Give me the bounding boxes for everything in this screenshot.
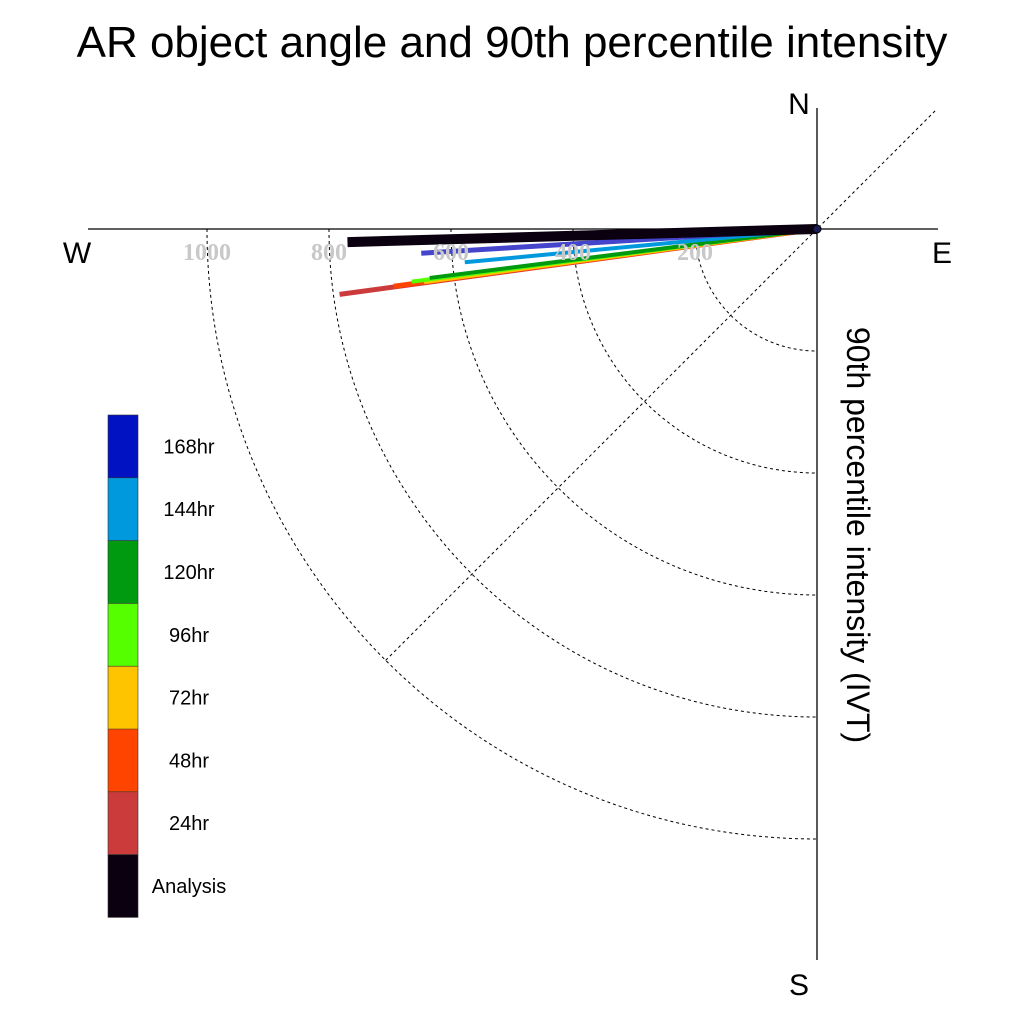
radial-tick-label: 200: [677, 240, 713, 266]
legend-label: 48hr: [169, 750, 209, 772]
compass-north-label: N: [788, 88, 810, 121]
legend-label: 120hr: [163, 562, 214, 584]
legend-label: 96hr: [169, 625, 209, 647]
legend-label: 144hr: [163, 499, 214, 521]
legend-swatch: [108, 729, 138, 792]
legend-label: 168hr: [163, 436, 214, 458]
legend-swatch: [108, 666, 138, 729]
legend-swatch: [108, 603, 138, 667]
polar-grid: [206, 108, 938, 840]
compass-south-label: S: [789, 969, 809, 1002]
series-lines: [339, 224, 822, 297]
legend-label: 24hr: [169, 813, 209, 835]
compass-west-label: W: [63, 237, 92, 270]
origin-marker: [812, 224, 822, 234]
series-line-analysis: [347, 224, 818, 248]
grid-arc: [450, 228, 818, 596]
legend-label: Analysis: [152, 876, 226, 898]
grid-arc: [206, 228, 818, 840]
legend-swatch: [108, 854, 138, 918]
legend-swatch: [108, 791, 138, 855]
legend-swatch: [108, 415, 138, 478]
compass-east-label: E: [932, 237, 952, 270]
radial-tick-label: 400: [555, 240, 591, 266]
grid-diagonal: [385, 108, 938, 661]
legend-swatch: [108, 540, 138, 604]
grid-arc: [328, 228, 818, 718]
series-line-120hr: [429, 227, 818, 280]
radial-axis-label: 90th percentile intensity (IVT): [840, 327, 876, 743]
grid-arc: [694, 228, 818, 352]
radial-tick-label: 1000: [183, 240, 231, 266]
radial-tick-labels: 200 400 600 800 1000: [183, 240, 713, 266]
grid-arc: [572, 228, 818, 474]
radial-tick-label: 800: [311, 240, 347, 266]
legend-label: 72hr: [169, 688, 209, 710]
legend-swatch: [108, 477, 138, 541]
radial-tick-label: 600: [433, 240, 469, 266]
legend: 168hr 144hr 120hr 96hr 72hr 48hr 24hr Analysis: [107, 414, 226, 918]
chart-title: AR object angle and 90th percentile inte…: [77, 18, 948, 67]
